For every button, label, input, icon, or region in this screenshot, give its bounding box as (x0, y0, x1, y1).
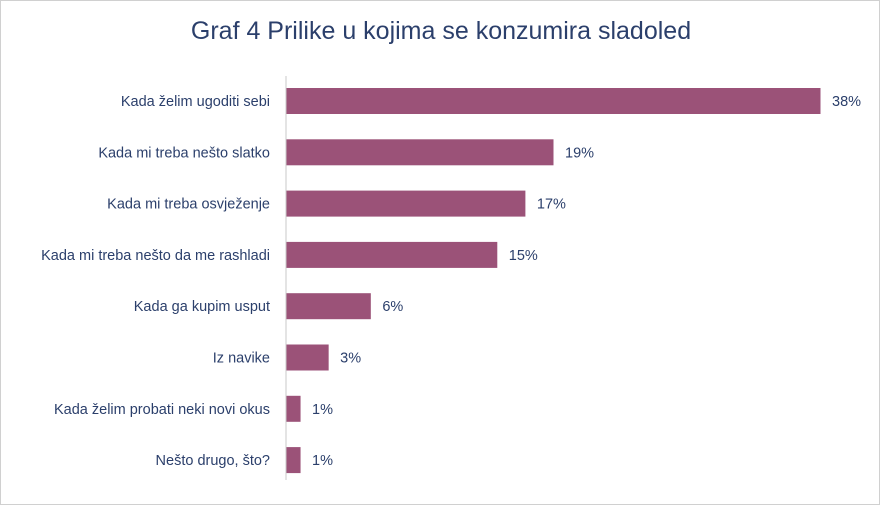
bar (286, 190, 526, 217)
value-label: 6% (382, 299, 403, 315)
bar (286, 395, 301, 422)
value-label: 19% (565, 145, 594, 161)
chart-title: Graf 4 Prilike u kojima se konzumira sla… (190, 17, 692, 45)
category-label: Kada ga kupim usput (134, 299, 270, 315)
value-label: 1% (312, 453, 333, 469)
category-label: Kada mi treba nešto slatko (98, 145, 270, 161)
value-label: 17% (537, 197, 566, 213)
category-label: Kada mi treba osvježenje (107, 197, 270, 213)
bar (286, 344, 329, 371)
bar (286, 88, 821, 114)
value-label: 1% (312, 402, 333, 418)
value-label: 3% (340, 351, 361, 367)
category-label: Kada mi treba nešto da me rashladi (41, 248, 270, 264)
bar (286, 241, 498, 268)
bar (286, 447, 301, 474)
category-label: Kada želim probati neki novi okus (54, 402, 270, 418)
value-label: 15% (509, 248, 538, 264)
category-label: Nešto drugo, što? (156, 453, 270, 469)
bar (286, 293, 371, 320)
category-label: Iz navike (213, 351, 270, 367)
bar (286, 139, 554, 166)
category-label: Kada želim ugoditi sebi (121, 94, 270, 110)
value-label: 38% (832, 94, 861, 110)
